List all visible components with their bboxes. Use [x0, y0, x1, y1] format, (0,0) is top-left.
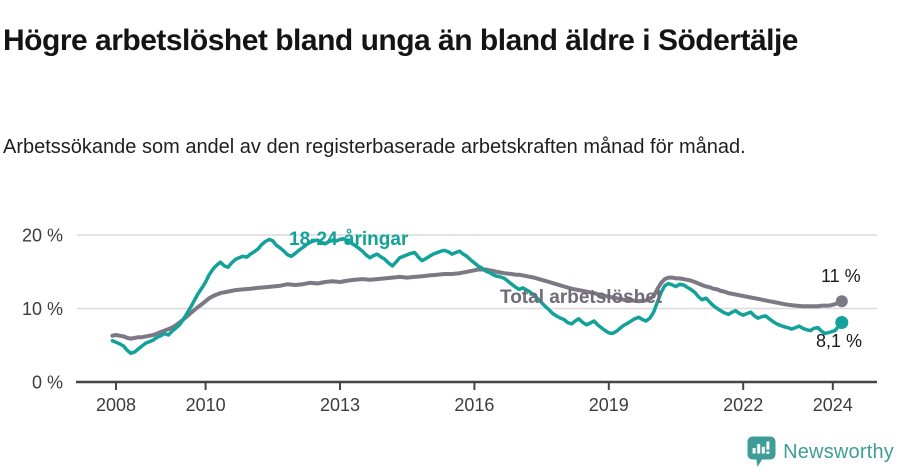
series-label-young: 18-24-åringar [289, 229, 409, 250]
brand-footer: Newsworthy [747, 435, 894, 469]
x-tick-label: 2013 [320, 395, 360, 415]
newsworthy-pin-barchart-icon [747, 436, 776, 468]
page-title: Högre arbetslöshet bland unga än bland ä… [3, 24, 799, 58]
x-tick-label: 2008 [96, 395, 136, 415]
y-tick-label: 20 % [22, 226, 63, 246]
end-value-label-total: 11 % [821, 266, 861, 286]
y-tick-label: 10 % [22, 299, 63, 319]
x-tick-label: 2010 [186, 395, 226, 415]
line-chart: 0 % 10 % 20 % 2008 2010 2013 2016 2019 2022 2024 … [0, 200, 900, 426]
x-tick-label: 2019 [589, 395, 629, 415]
page-subtitle: Arbetssökande som andel av den registerb… [3, 136, 746, 158]
series-label-total: Total arbetslöshet [500, 287, 663, 308]
series-line [110, 236, 844, 356]
series-line [110, 267, 844, 341]
x-tick-label: 2022 [723, 395, 763, 415]
series-end-dot [835, 295, 848, 308]
y-tick-label: 0 % [32, 373, 63, 393]
x-tick-label: 2016 [454, 395, 494, 415]
brand-name: Newsworthy [783, 440, 894, 463]
series-end-dot [835, 316, 849, 329]
chart-canvas: 0 % 10 % 20 % 2008 2010 2013 2016 2019 2022 2024 [22, 226, 877, 415]
x-tick-label: 2024 [813, 395, 853, 415]
end-value-label-young: 8,1 % [816, 331, 863, 351]
